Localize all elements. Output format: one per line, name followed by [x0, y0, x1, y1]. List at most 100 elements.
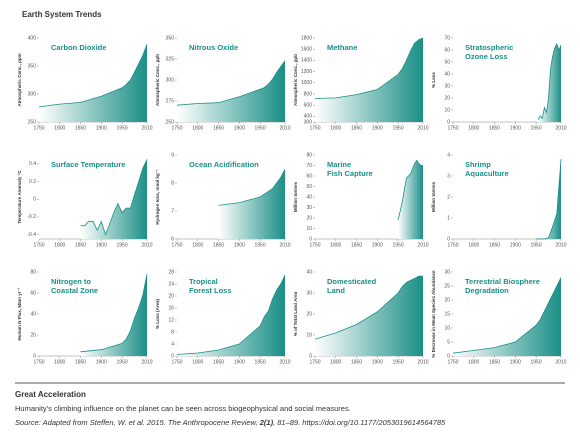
- y-axis-label: Million tonnes: [431, 181, 436, 212]
- y-tick-label: 8: [171, 329, 174, 335]
- x-tick-label: 1900: [372, 359, 383, 365]
- x-tick-label: 1950: [531, 359, 542, 365]
- y-tick-label: 12: [168, 317, 174, 323]
- x-tick-label: 1850: [489, 242, 500, 248]
- y-tick-label: 10: [444, 107, 450, 113]
- area-line: [80, 274, 148, 353]
- x-tick-label: 1850: [75, 125, 86, 131]
- x-tick-label: 1900: [234, 242, 245, 248]
- x-tick-label: 1950: [393, 359, 404, 365]
- y-tick-label: 250: [28, 119, 37, 125]
- y-axis-label: Temperature Anomaly °C: [17, 170, 22, 224]
- panel-title: Tropical: [189, 277, 218, 286]
- panel-title: Carbon Dioxide: [51, 43, 106, 52]
- y-tick-label: 350: [28, 63, 37, 69]
- y-tick-label: 1400: [301, 58, 312, 64]
- y-axis-label: Atmospheric Conc., ppb: [155, 54, 160, 106]
- y-tick-label: 20: [444, 95, 450, 101]
- area-fill: [315, 38, 423, 122]
- y-tick-label: -0.2: [27, 214, 36, 220]
- x-tick-label: 1800: [330, 125, 341, 131]
- area-fill: [315, 276, 423, 356]
- x-tick-label: 1900: [510, 242, 521, 248]
- y-tick-label: 16: [168, 305, 174, 311]
- y-tick-label: 1: [447, 215, 450, 221]
- y-tick-label: 300: [28, 91, 37, 97]
- y-tick-label: -0.4: [27, 232, 36, 238]
- x-tick-label: 1900: [96, 125, 107, 131]
- y-tick-label: 20: [30, 332, 36, 338]
- x-tick-label: 1900: [510, 125, 521, 131]
- x-tick-label: 1850: [213, 242, 224, 248]
- y-tick-label: 3: [447, 173, 450, 179]
- x-tick-label: 1750: [447, 125, 458, 131]
- y-tick-label: 325: [166, 56, 175, 62]
- x-tick-label: 1800: [192, 125, 203, 131]
- panel-title: Aquaculture: [465, 169, 509, 178]
- y-tick-label: 4: [447, 152, 450, 158]
- area-fill: [453, 277, 561, 356]
- x-tick-label: 1900: [234, 359, 245, 365]
- caption-source: Source: Adapted from Steffen, W. et al. …: [15, 418, 446, 427]
- x-tick-label: 1900: [372, 125, 383, 131]
- area-fill: [177, 60, 285, 122]
- y-tick-label: 60: [444, 47, 450, 53]
- y-tick-label: 10: [306, 226, 312, 232]
- x-tick-label: 1800: [54, 125, 65, 131]
- y-tick-label: 4: [171, 341, 174, 347]
- y-tick-label: 8: [171, 180, 174, 186]
- x-tick-label: 1850: [489, 359, 500, 365]
- x-tick-label: 1950: [117, 125, 128, 131]
- x-tick-label: 1800: [468, 125, 479, 131]
- x-tick-label: 1900: [372, 242, 383, 248]
- x-tick-label: 1900: [96, 359, 107, 365]
- y-tick-label: 300: [166, 77, 175, 83]
- y-tick-label: 0: [33, 353, 36, 359]
- y-tick-label: 10: [444, 325, 450, 331]
- panel-title: Surface Temperature: [51, 160, 125, 169]
- y-tick-label: 15: [444, 311, 450, 317]
- y-tick-label: 28: [168, 269, 174, 275]
- y-tick-label: 5: [447, 339, 450, 345]
- y-tick-label: 0: [309, 236, 312, 242]
- x-tick-label: 1750: [447, 359, 458, 365]
- x-tick-label: 1950: [255, 242, 266, 248]
- y-axis-label: Atmospheric Conc., ppm: [17, 53, 22, 106]
- y-tick-label: 20: [306, 215, 312, 221]
- x-tick-label: 1800: [468, 359, 479, 365]
- panel-title: Methane: [327, 43, 357, 52]
- y-tick-label: 20: [306, 311, 312, 317]
- y-tick-label: 1600: [301, 47, 312, 53]
- area-line: [176, 274, 286, 355]
- y-tick-label: 70: [306, 163, 312, 169]
- panel-title: Nitrous Oxide: [189, 43, 238, 52]
- x-tick-label: 1950: [117, 242, 128, 248]
- y-tick-label: 300: [304, 119, 313, 125]
- y-tick-label: 1200: [301, 69, 312, 75]
- panel-title: Degradation: [465, 286, 509, 295]
- x-tick-label: 1750: [33, 359, 44, 365]
- y-tick-label: 30: [444, 269, 450, 275]
- x-tick-label: 1750: [447, 242, 458, 248]
- x-tick-label: 2010: [417, 359, 428, 365]
- panel-title: Nitrogen to: [51, 277, 91, 286]
- y-tick-label: 25: [444, 283, 450, 289]
- panel-title: Terrestrial Biosphere: [465, 277, 540, 286]
- panel-title: Shrimp: [465, 160, 491, 169]
- x-tick-label: 1750: [309, 359, 320, 365]
- y-axis-label: % Loss: [431, 72, 436, 88]
- x-tick-label: 1750: [171, 359, 182, 365]
- y-axis-label: % of Total Land Area: [293, 291, 298, 336]
- source-part: 2(1): [259, 418, 274, 427]
- panel-title: Fish Capture: [327, 169, 373, 178]
- x-tick-label: 2010: [417, 242, 428, 248]
- x-tick-label: 1950: [531, 242, 542, 248]
- x-tick-label: 1800: [468, 242, 479, 248]
- y-tick-label: 40: [306, 269, 312, 275]
- source-part: , 81–89. https://doi.org/10.1177/2053019…: [273, 418, 446, 427]
- area-line: [176, 60, 286, 106]
- y-tick-label: 0: [33, 197, 36, 203]
- y-tick-label: 250: [166, 119, 175, 125]
- x-tick-label: 1950: [531, 125, 542, 131]
- area-line: [80, 159, 148, 236]
